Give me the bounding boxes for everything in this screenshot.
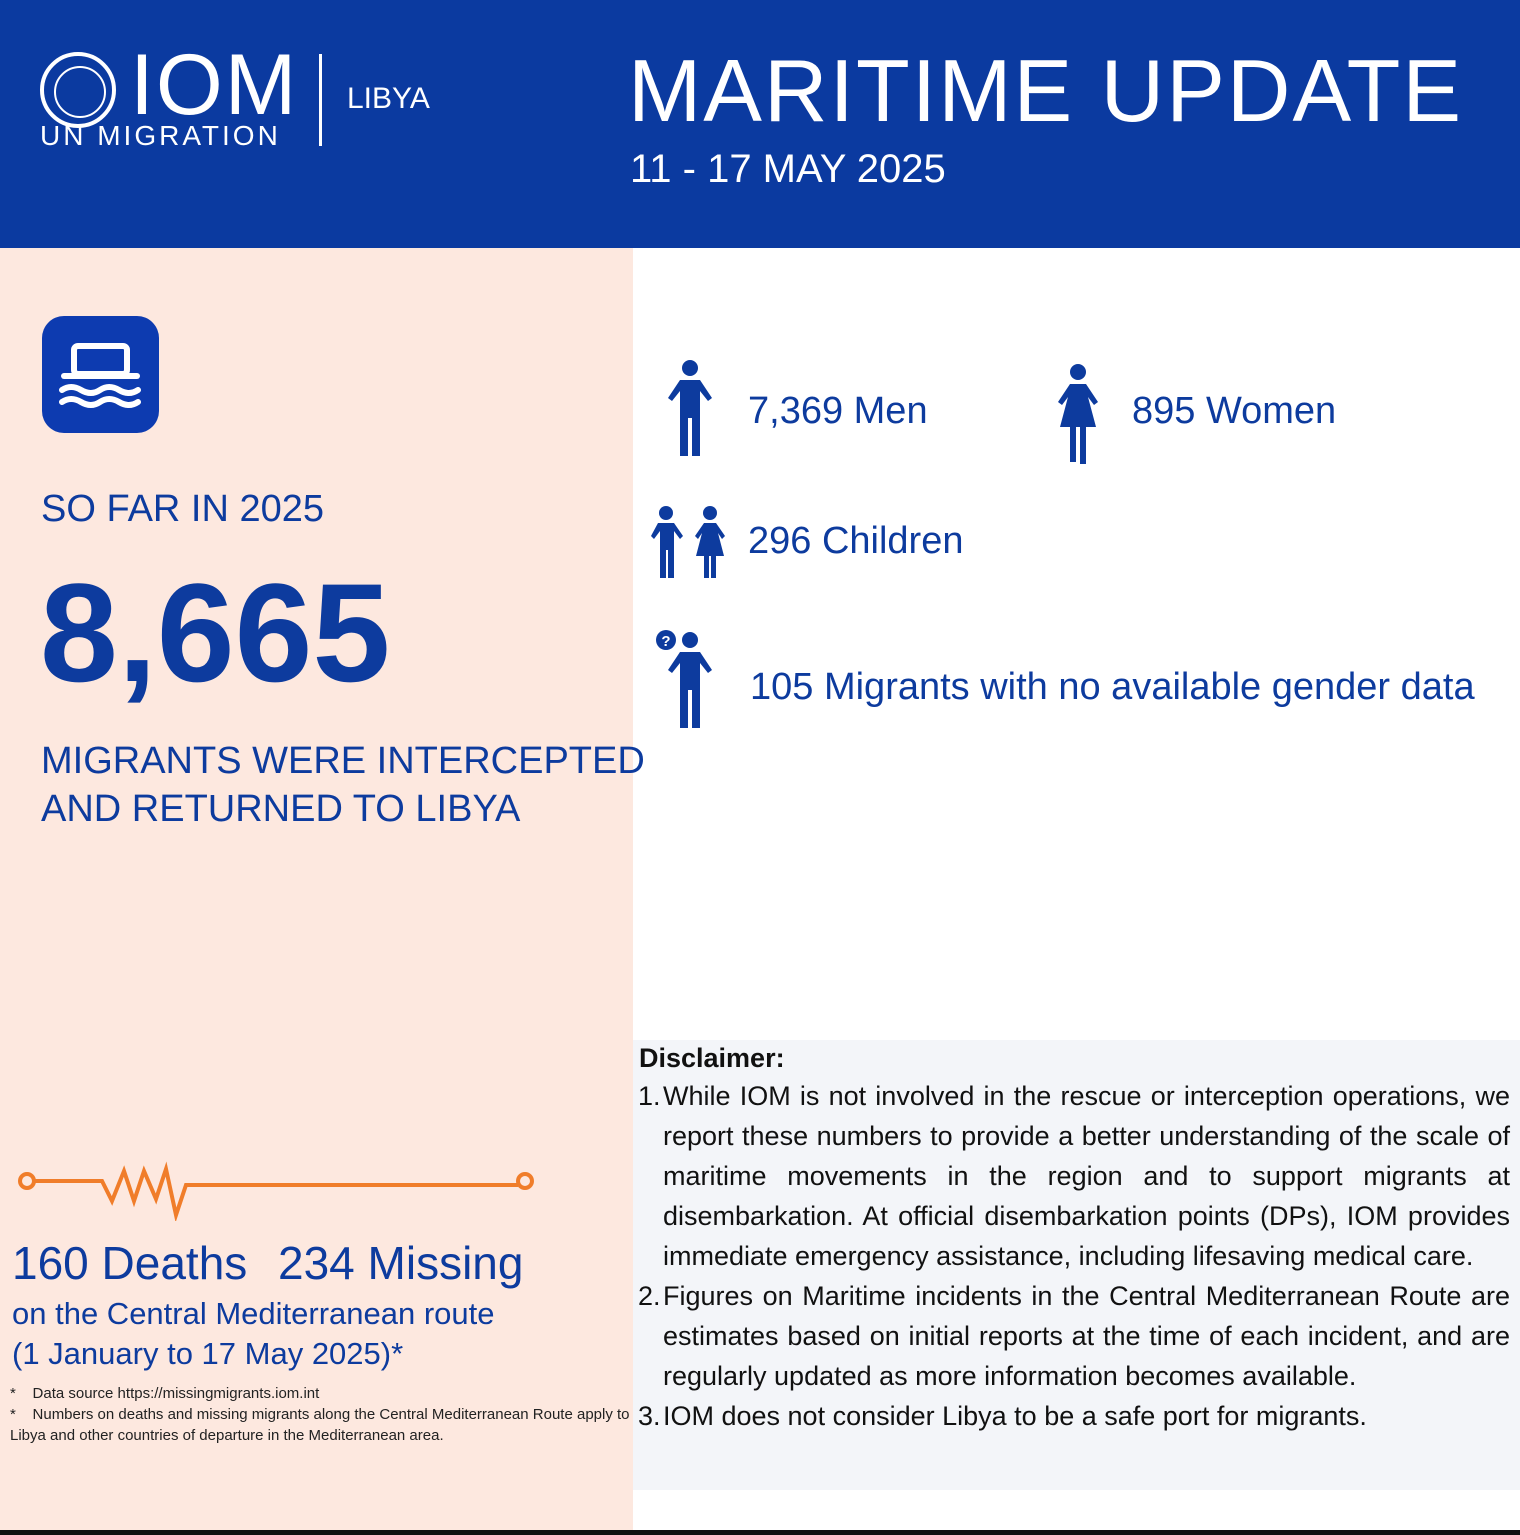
total-intercepted: 8,665 xyxy=(40,554,391,711)
summary-panel xyxy=(0,248,633,1530)
disclaimer-title: Disclaimer: xyxy=(639,1043,785,1073)
deaths-count: 160 Deaths xyxy=(12,1237,248,1289)
unknown-gender-icon: ? xyxy=(656,630,712,728)
woman-icon xyxy=(1058,364,1098,464)
item-text: While IOM is not involved in the rescue … xyxy=(663,1081,1510,1271)
children-count: 296 Children xyxy=(748,520,964,562)
header-banner: IOM UN MIGRATION LIBYA MARITIME UPDATE 1… xyxy=(0,0,1520,248)
iom-globe-logo-icon xyxy=(40,52,116,128)
item-number: 1. xyxy=(638,1081,661,1111)
footnote-text: Data source https://missingmigrants.iom.… xyxy=(32,1385,320,1402)
footnote: * Data source https://missingmigrants.io… xyxy=(10,1385,320,1402)
route-label: on the Central Mediterranean route xyxy=(12,1296,495,1331)
men-count: 7,369 Men xyxy=(748,390,928,432)
logo-divider xyxy=(319,54,322,146)
unknown-gender-count: 105 Migrants with no available gender da… xyxy=(750,666,1475,708)
org-logo-text: IOM xyxy=(130,37,299,133)
children-icon xyxy=(651,506,725,578)
org-subtitle: UN MIGRATION xyxy=(40,120,281,151)
disclaimer-item: 3. IOM does not consider Libya to be a sa… xyxy=(633,1396,1510,1436)
item-number: 3. xyxy=(638,1401,661,1431)
item-text: IOM does not consider Libya to be a safe… xyxy=(663,1401,1367,1431)
disclaimer-item: 1. While IOM is not involved in the rescu… xyxy=(633,1076,1510,1276)
disclaimer-item: 2. Figures on Maritime incidents in the C… xyxy=(633,1276,1510,1396)
missing-count: 234 Missing xyxy=(278,1237,524,1289)
page-title: MARITIME UPDATE xyxy=(628,41,1464,140)
summary-description-2: AND RETURNED TO LIBYA xyxy=(41,788,521,830)
item-number: 2. xyxy=(638,1281,661,1311)
country-label: LIBYA xyxy=(347,82,430,115)
item-text: Figures on Maritime incidents in the Cen… xyxy=(663,1281,1510,1391)
date-range: 11 - 17 MAY 2025 xyxy=(630,147,946,191)
summary-description-1: MIGRANTS WERE INTERCEPTED xyxy=(41,740,645,782)
heartbeat-line-icon xyxy=(18,1161,534,1221)
footnote: * Numbers on deaths and missing migrants… xyxy=(10,1406,630,1444)
man-icon xyxy=(668,360,712,456)
period-label: SO FAR IN 2025 xyxy=(41,488,325,530)
footnote-text: Numbers on deaths and missing migrants a… xyxy=(10,1406,630,1444)
svg-text:?: ? xyxy=(661,633,670,650)
boat-icon xyxy=(42,316,159,433)
period-note: (1 January to 17 May 2025)* xyxy=(12,1336,404,1371)
footnotes: * Data source https://missingmigrants.io… xyxy=(10,1383,630,1446)
women-count: 895 Women xyxy=(1132,390,1337,432)
disclaimer: Disclaimer: 1. While IOM is not involved … xyxy=(633,1040,1520,1490)
